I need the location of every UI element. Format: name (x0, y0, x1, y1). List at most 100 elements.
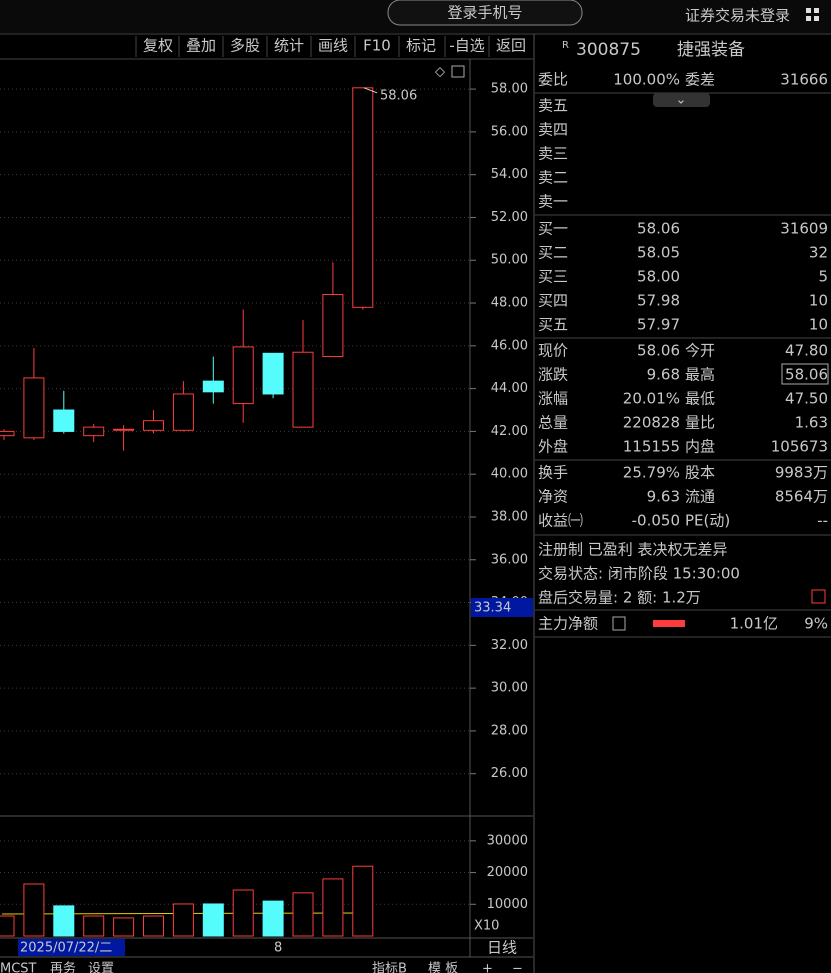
toolbar-button[interactable]: 标记 (406, 37, 436, 55)
collapse-button[interactable] (653, 93, 710, 107)
buy-volume: 31609 (780, 220, 828, 238)
buy-price: 57.98 (637, 292, 680, 310)
buy-label: 买五 (538, 316, 568, 334)
volume-bar (262, 900, 284, 937)
bottom-tab[interactable]: MCST (0, 962, 37, 973)
toolbar-button[interactable]: 返回 (496, 37, 526, 55)
quote-stat: 流通 (685, 488, 715, 506)
candle-body (202, 380, 224, 393)
y-tick-label: 54.00 (491, 167, 528, 182)
quote-stat: 58.06 (637, 342, 680, 360)
y-tick-label: 30.00 (491, 681, 528, 696)
buy-label: 买一 (538, 220, 568, 238)
y-tick-label: 38.00 (491, 509, 528, 524)
main-flow-value: 1.01亿 (730, 615, 778, 633)
bottom-tab[interactable]: + (482, 962, 493, 973)
y-tick-label: 26.00 (491, 766, 528, 781)
quote-stat: 股本 (685, 464, 715, 482)
chart-icon[interactable] (811, 589, 826, 604)
info-line: 交易状态: 闭市阶段 15:30:00 (538, 565, 740, 583)
toolbar-button[interactable]: 叠加 (186, 37, 216, 55)
cursor-price: 33.34 (474, 601, 511, 616)
volume-bar (322, 878, 344, 937)
volume-tick-label: 10000 (487, 897, 528, 912)
quote-stat: 9.63 (647, 488, 680, 506)
quote-stat: -- (817, 512, 828, 530)
candle-body (262, 352, 284, 395)
order-ratio: 委差 (685, 71, 715, 89)
bottom-tab[interactable]: 模 板 (428, 962, 458, 973)
volume-bar (143, 915, 164, 937)
quote-stat: 总量 (538, 414, 568, 432)
highlight-box (781, 363, 829, 385)
quote-stat: 涨跌 (538, 366, 568, 384)
bottom-tab[interactable]: − (512, 962, 523, 973)
quote-stat: 25.79% (623, 464, 680, 482)
y-tick-label: 50.00 (491, 253, 528, 268)
quote-stat: 47.80 (785, 342, 828, 360)
date-box (18, 939, 125, 956)
main-flow-label: 主力净额 (538, 615, 598, 633)
login-button[interactable] (387, 0, 583, 26)
volume-tick-label: 30000 (487, 833, 528, 848)
buy-label: 买二 (538, 244, 568, 262)
volume-bar (0, 915, 15, 937)
toolbar-button[interactable]: 统计 (274, 37, 304, 55)
volume-bar (23, 883, 45, 937)
volume-bar (202, 903, 224, 937)
candle-body (352, 87, 374, 308)
quote-stat: 外盘 (538, 438, 568, 456)
candle-body (292, 351, 314, 428)
trade-status[interactable]: 证券交易未登录 (685, 7, 790, 25)
y-tick-label: 46.00 (491, 338, 528, 353)
quote-stat: 涨幅 (538, 390, 568, 408)
y-tick-label: 48.00 (491, 296, 528, 311)
y-tick-label: 56.00 (491, 124, 528, 139)
icon[interactable]: ◇ (435, 65, 445, 80)
login-text[interactable]: 登录手机号 (447, 4, 522, 22)
toolbar-button[interactable]: F10 (363, 37, 391, 55)
candle-body (113, 428, 135, 431)
bottom-tab[interactable]: 再务 (50, 961, 76, 973)
info-line: 注册制 已盈利 表决权无差异 (538, 541, 728, 559)
volume-bar (232, 889, 254, 937)
sell-label: 卖五 (538, 97, 568, 115)
menu-icon[interactable] (806, 8, 819, 21)
high-annotation: 58.06 (380, 88, 417, 103)
quote-stat: 105673 (771, 438, 828, 456)
bottom-tab[interactable]: 指标B (372, 962, 407, 973)
buy-price: 58.06 (637, 220, 680, 238)
collapse-icon[interactable]: ⌄ (676, 93, 687, 108)
toolbar-button[interactable]: 复权 (143, 37, 173, 55)
sell-label: 卖三 (538, 145, 568, 163)
period-label[interactable]: 日线 (487, 939, 517, 957)
volume-bar (53, 905, 75, 937)
quote-stat: 量比 (685, 414, 715, 432)
quote-stat: 1.63 (795, 414, 828, 432)
volume-tick-label: 20000 (487, 865, 528, 880)
bottom-tab[interactable]: 设置 (88, 962, 114, 973)
quote-stat: 8564万 (775, 488, 828, 506)
candle-body (172, 393, 194, 431)
quote-stat: 20.01% (623, 390, 680, 408)
toolbar-button[interactable]: 画线 (318, 37, 348, 55)
sell-label: 卖一 (538, 193, 568, 211)
volume-bar (352, 865, 374, 937)
toolbar-button[interactable]: 多股 (230, 37, 260, 55)
volume-scale: X10 (474, 919, 499, 934)
candle-body (232, 346, 254, 405)
quote-stat: 今开 (685, 342, 715, 360)
list-icon[interactable] (612, 616, 626, 631)
quote-stat: 净资 (538, 488, 568, 506)
order-ratio: 100.00% (613, 71, 680, 89)
annotation-pointer (363, 87, 378, 94)
quote-stat: 收益㈠ (538, 512, 583, 530)
candle-body (83, 426, 105, 437)
y-tick-label: 40.00 (491, 467, 528, 482)
stock-name: 捷强装备 (677, 40, 745, 60)
quote-stat: PE(动) (685, 512, 730, 530)
buy-volume: 32 (809, 244, 828, 262)
toolbar-button[interactable]: -自选 (449, 37, 484, 55)
icon[interactable] (451, 65, 465, 78)
